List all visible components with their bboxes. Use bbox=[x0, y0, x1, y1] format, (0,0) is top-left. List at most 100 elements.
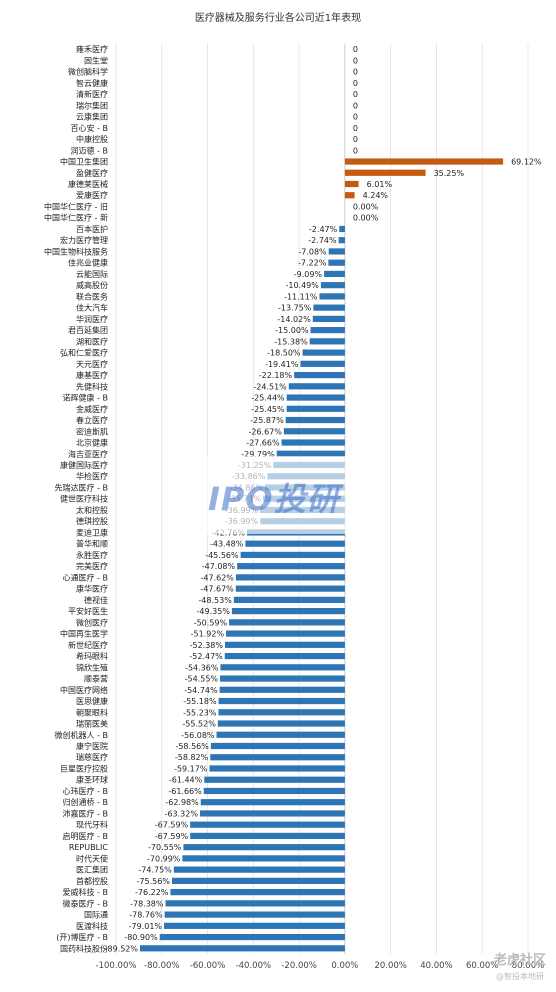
value-label: 0 bbox=[353, 101, 358, 110]
category-label: 平安好医生 bbox=[68, 606, 108, 616]
category-label: 宏力医疗管理 bbox=[60, 235, 108, 245]
value-label: 0.00% bbox=[353, 202, 379, 211]
category-label: 中国卫生集团 bbox=[60, 157, 108, 167]
category-label: 微创机器人 - B bbox=[55, 730, 108, 740]
value-label: 4.24% bbox=[363, 191, 389, 200]
bar bbox=[240, 551, 345, 559]
bar bbox=[235, 585, 345, 592]
bar bbox=[229, 619, 345, 626]
category-label: 太和控股 bbox=[76, 505, 108, 515]
value-label: 0 bbox=[353, 68, 358, 77]
value-label: -2.47% bbox=[309, 225, 338, 234]
value-label: -58.56% bbox=[175, 742, 209, 751]
value-label: -15.00% bbox=[275, 326, 309, 335]
category-label: 心通医疗 - B bbox=[63, 572, 108, 582]
category-label: 微创脑科学 bbox=[68, 67, 108, 77]
bar bbox=[339, 225, 345, 233]
category-label: 心玮医疗 - B bbox=[63, 786, 108, 796]
category-label: 华检医疗 bbox=[76, 471, 108, 481]
value-label: -7.08% bbox=[298, 247, 327, 256]
category-label: 康圣环球 bbox=[76, 775, 108, 785]
category-label: 新世纪医疗 bbox=[68, 640, 108, 650]
category-label: 医汇集团 bbox=[76, 865, 108, 875]
category-label: 密迪斯肌 bbox=[76, 426, 108, 436]
x-tick-label: -20.00% bbox=[281, 961, 316, 971]
category-label: 微创医疗 bbox=[76, 617, 108, 627]
category-label: 国药科技股份 bbox=[60, 943, 108, 953]
category-label: 海吉亚医疗 bbox=[68, 449, 108, 459]
value-label: -27.66% bbox=[246, 439, 280, 448]
value-label: 0 bbox=[353, 79, 358, 88]
bar bbox=[281, 439, 345, 446]
bar bbox=[218, 709, 345, 716]
category-label: 天元医疗 bbox=[76, 359, 108, 369]
category-label: 诺辉健康 - B bbox=[63, 393, 108, 403]
value-label: -47.62% bbox=[201, 573, 235, 582]
x-tick-label: 60.00% bbox=[466, 961, 498, 971]
bar bbox=[199, 810, 345, 817]
bar bbox=[190, 832, 345, 840]
bar bbox=[302, 349, 345, 356]
bar bbox=[294, 371, 345, 379]
category-label: 时代天使 bbox=[76, 853, 108, 863]
bar bbox=[170, 889, 345, 896]
bar bbox=[328, 248, 345, 255]
category-label: 云康集团 bbox=[76, 112, 108, 122]
value-label: -62.98% bbox=[165, 798, 199, 807]
value-label: -10.49% bbox=[285, 281, 319, 290]
value-label: 6.01% bbox=[367, 180, 393, 189]
bar bbox=[300, 360, 345, 367]
category-label: 华润医疗 bbox=[76, 314, 108, 324]
x-axis-ticks: -100.00% -80.00% -60.00% -40.00% -20.00% 0.00… bbox=[96, 961, 545, 971]
value-label: -24.51% bbox=[253, 382, 287, 391]
bar bbox=[220, 664, 345, 671]
category-label: 首都控股 bbox=[76, 876, 108, 886]
bar bbox=[283, 428, 345, 435]
bar bbox=[313, 304, 345, 311]
value-label: -55.23% bbox=[183, 708, 217, 717]
bar bbox=[338, 237, 345, 244]
bar bbox=[171, 877, 345, 884]
bar bbox=[164, 911, 345, 918]
category-label: 希玛眼科 bbox=[76, 651, 108, 661]
category-label: 固生堂 bbox=[84, 55, 108, 65]
value-label: -15.38% bbox=[274, 337, 308, 346]
bar bbox=[182, 855, 345, 862]
category-label: 健世医疗科技 bbox=[60, 494, 108, 504]
value-label: -51.92% bbox=[191, 630, 225, 639]
category-label: 瑞尔集团 bbox=[76, 100, 108, 110]
bar bbox=[190, 821, 345, 828]
bar bbox=[286, 405, 345, 412]
category-label: (开)博医疗 - B bbox=[56, 932, 108, 942]
category-label: 巨星医疗控股 bbox=[60, 763, 108, 773]
value-label: -25.87% bbox=[250, 416, 284, 425]
bar bbox=[164, 922, 345, 929]
bar bbox=[173, 866, 345, 873]
bar bbox=[203, 787, 345, 795]
value-label: -2.74% bbox=[308, 236, 337, 245]
value-label: -19.41% bbox=[265, 360, 299, 369]
x-tick-label: -60.00% bbox=[190, 961, 225, 971]
category-label: 湖和医疗 bbox=[76, 336, 108, 346]
value-label: 0 bbox=[353, 135, 358, 144]
bar bbox=[319, 293, 345, 300]
bar bbox=[216, 731, 345, 738]
x-tick-label: 80.00% bbox=[512, 961, 544, 971]
x-tick-label: 20.00% bbox=[374, 961, 406, 971]
category-label: 清新医疗 bbox=[76, 89, 108, 99]
value-label: -22.18% bbox=[259, 371, 293, 380]
value-label: -63.32% bbox=[165, 809, 199, 818]
category-label: 医思健康 bbox=[76, 696, 108, 706]
category-label: 盈健医疗 bbox=[76, 168, 108, 178]
bar bbox=[231, 608, 345, 615]
category-label: 顺泰营 bbox=[84, 674, 108, 684]
value-label: 69.12% bbox=[511, 158, 542, 167]
value-label: -61.66% bbox=[168, 787, 202, 796]
bar bbox=[344, 169, 426, 176]
category-label: 德琪控股 bbox=[76, 516, 108, 526]
x-tick-label: -80.00% bbox=[144, 961, 179, 971]
category-label: 医渡科技 bbox=[76, 921, 108, 931]
category-label: 朝聚眼科 bbox=[76, 707, 108, 717]
category-label: 康健国际医疗 bbox=[60, 460, 108, 470]
